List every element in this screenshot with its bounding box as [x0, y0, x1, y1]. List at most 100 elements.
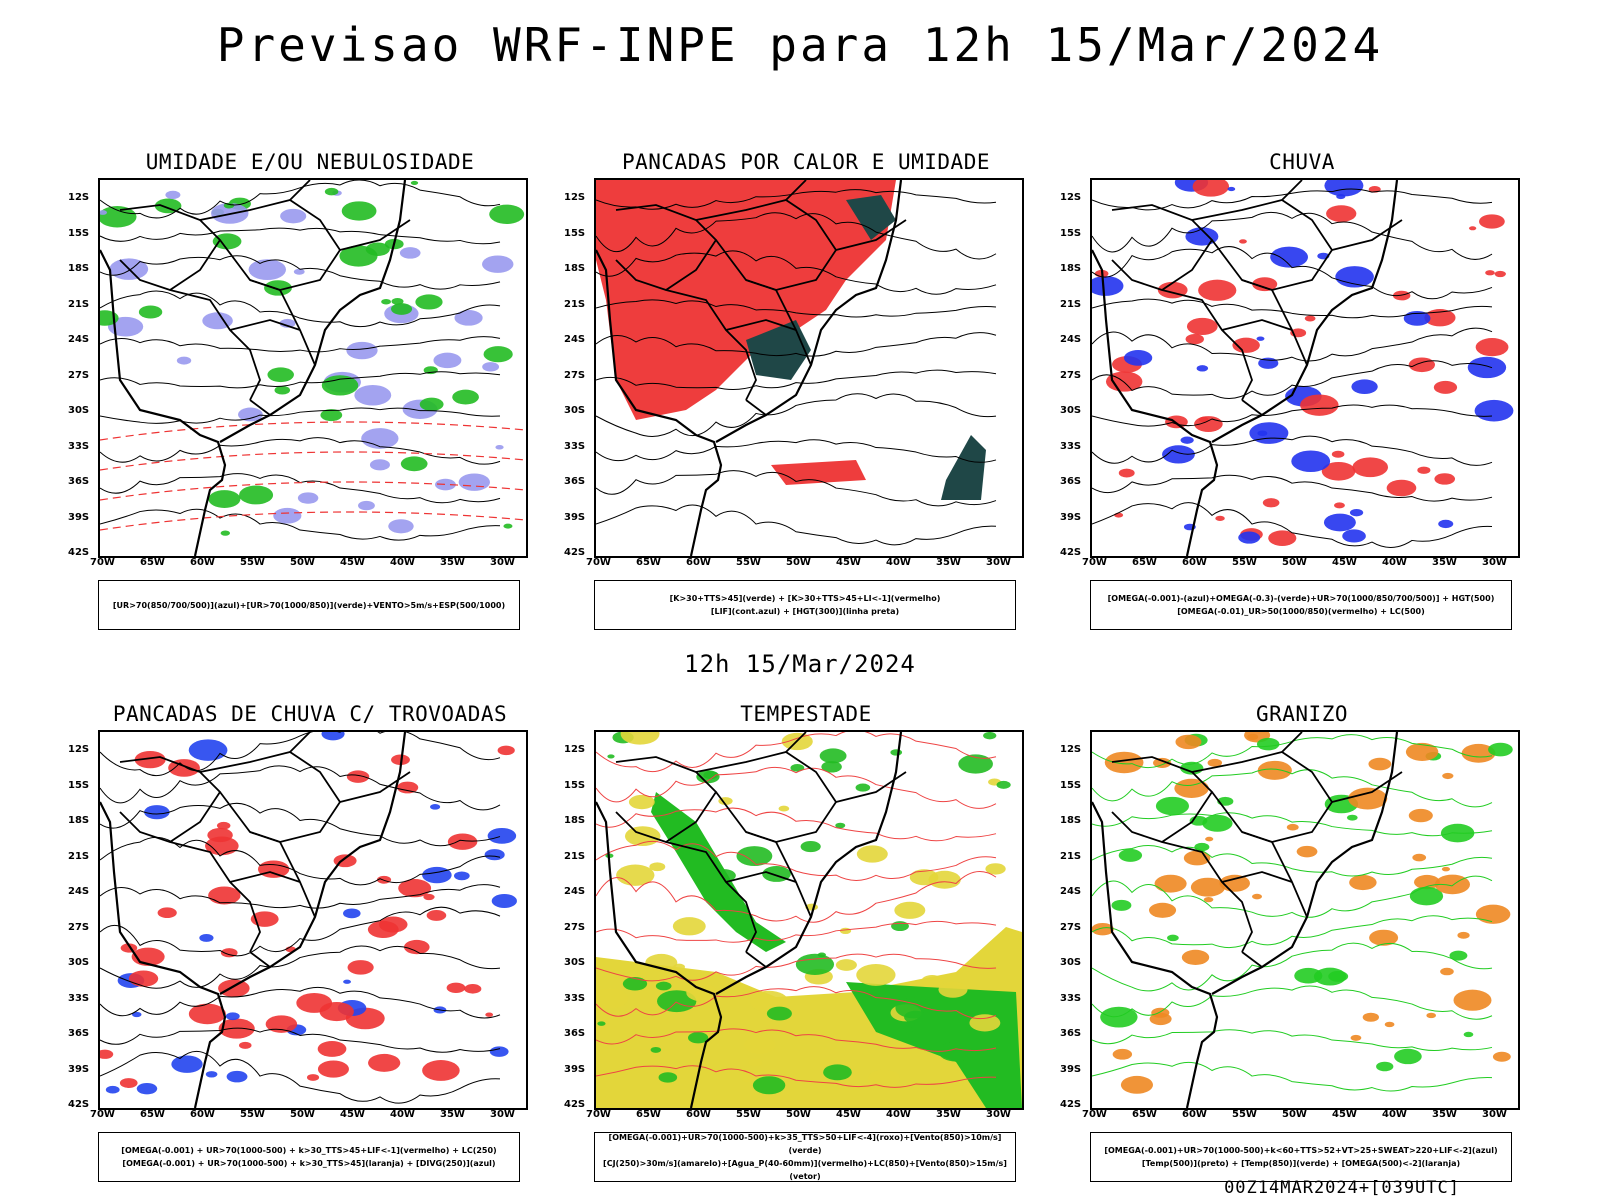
precip-blob [458, 473, 490, 491]
precip-blob [1203, 896, 1214, 903]
precip-blob [1394, 1048, 1422, 1065]
precip-blob [687, 1032, 709, 1044]
precip-blob [1403, 310, 1431, 326]
coastline-west [100, 801, 227, 1108]
lat-tick-label: 42S [68, 547, 90, 558]
precip-blob [1438, 519, 1454, 529]
precip-blob [131, 1011, 142, 1018]
precip-blob [1424, 309, 1456, 327]
contour-line [596, 766, 997, 809]
precip-blob [297, 492, 319, 504]
fill-region-yellow [596, 927, 1022, 1108]
country-border [169, 841, 261, 953]
precip-blob [1304, 315, 1316, 322]
country-border [1111, 204, 1214, 291]
precip-blob [1232, 337, 1260, 353]
precip-blob [1453, 989, 1492, 1011]
legend-line: [OMEGA(-0.001) + UR>70(1000-500) + k>30_… [122, 1159, 496, 1168]
precip-blob [396, 781, 419, 794]
lat-tick-label: 27S [68, 921, 90, 933]
precip-blob [1461, 743, 1496, 763]
contour-line [596, 369, 997, 390]
precip-blob [1434, 473, 1456, 485]
country-border [835, 219, 907, 251]
precip-blob [700, 873, 721, 885]
main-title: Previsao WRF-INPE para 12h 15/Mar/2024 [216, 18, 1384, 72]
lon-tick-label: 35W [1432, 1109, 1457, 1120]
contour-line [596, 393, 997, 437]
precip-blob [1196, 365, 1209, 372]
precip-blob [1092, 275, 1124, 296]
lat-tick-label: 12S [564, 192, 586, 203]
precip-blob [1215, 515, 1225, 521]
legend-line: [CJ(250)>30m/s](amarelo)+[Agua_P(40-60mm… [603, 1159, 1007, 1181]
country-border [695, 751, 838, 843]
country-border [249, 399, 271, 416]
lat-tick-label: 12S [564, 744, 586, 755]
lat-tick-label: 39S [564, 1063, 586, 1075]
precip-blob [1252, 277, 1278, 292]
lon-tick-label: 30W [490, 557, 515, 568]
precip-blob [1348, 787, 1388, 810]
precip-blob [497, 745, 515, 756]
precip-blob [1334, 502, 1345, 509]
precip-blob [398, 879, 432, 898]
country-border [229, 871, 301, 883]
lon-tick-label: 35W [936, 1109, 961, 1120]
lat-tick-label: 21S [1060, 298, 1082, 310]
precip-blob [894, 901, 926, 919]
precip-blob [958, 754, 993, 774]
lon-tick-label: 60W [190, 1109, 215, 1120]
precip-blob [388, 519, 414, 534]
country-border [615, 204, 718, 291]
panel-title: CHUVA [1269, 150, 1335, 174]
contour-line [100, 255, 501, 290]
precip-blob [1433, 380, 1458, 394]
country-border [119, 204, 222, 291]
lat-tick-label: 36S [1060, 1028, 1082, 1039]
precip-blob [1198, 416, 1209, 423]
precip-blob [1256, 737, 1280, 751]
contour-line [596, 1028, 997, 1052]
coastline-west [100, 249, 227, 556]
precip-blob [1346, 814, 1358, 821]
precip-blob [928, 870, 961, 889]
precip-blob [176, 356, 192, 365]
lat-tick-label: 18S [68, 815, 90, 826]
contour-line [1092, 985, 1493, 1020]
dashed-contour [100, 481, 526, 501]
precip-blob [346, 770, 370, 783]
country-border [1161, 841, 1253, 953]
lat-tick-label: 15S [564, 779, 586, 791]
precip-blob [358, 500, 375, 511]
precip-blob [464, 984, 482, 994]
precip-blob [686, 983, 718, 1002]
coastline-west [1092, 801, 1219, 1108]
lon-tick-label: 45W [340, 1109, 365, 1120]
precip-blob [985, 863, 1006, 875]
precip-blob [650, 1046, 662, 1053]
coastline-west [1092, 249, 1219, 556]
country-border [725, 319, 797, 331]
precip-blob [839, 927, 852, 935]
precip-blob [1165, 415, 1188, 429]
precip-blob [996, 780, 1011, 789]
panel-pancadas: PANCADAS POR CALOR E UMIDADE [K>30+TTS>4… [556, 150, 1056, 630]
precip-blob [503, 523, 513, 529]
precip-blob [1151, 1007, 1170, 1018]
precip-blob [205, 836, 239, 856]
coastline-east [715, 180, 903, 443]
precip-blob [491, 893, 517, 908]
lon-tick-label: 70W [1082, 557, 1107, 568]
precip-blob [1408, 808, 1433, 823]
precip-blob [419, 397, 444, 411]
contour-line [1092, 435, 1493, 466]
lat-tick-label: 12S [1060, 192, 1082, 203]
precip-blob [447, 833, 478, 850]
precip-blob [403, 939, 430, 955]
precip-blob [983, 732, 997, 740]
precip-blob [136, 1082, 158, 1095]
legend-line: [UR>70(850/700/500)](azul)+[UR>70(1000/8… [112, 600, 506, 610]
contour-line [596, 1065, 997, 1088]
map-granizo [1090, 730, 1520, 1110]
